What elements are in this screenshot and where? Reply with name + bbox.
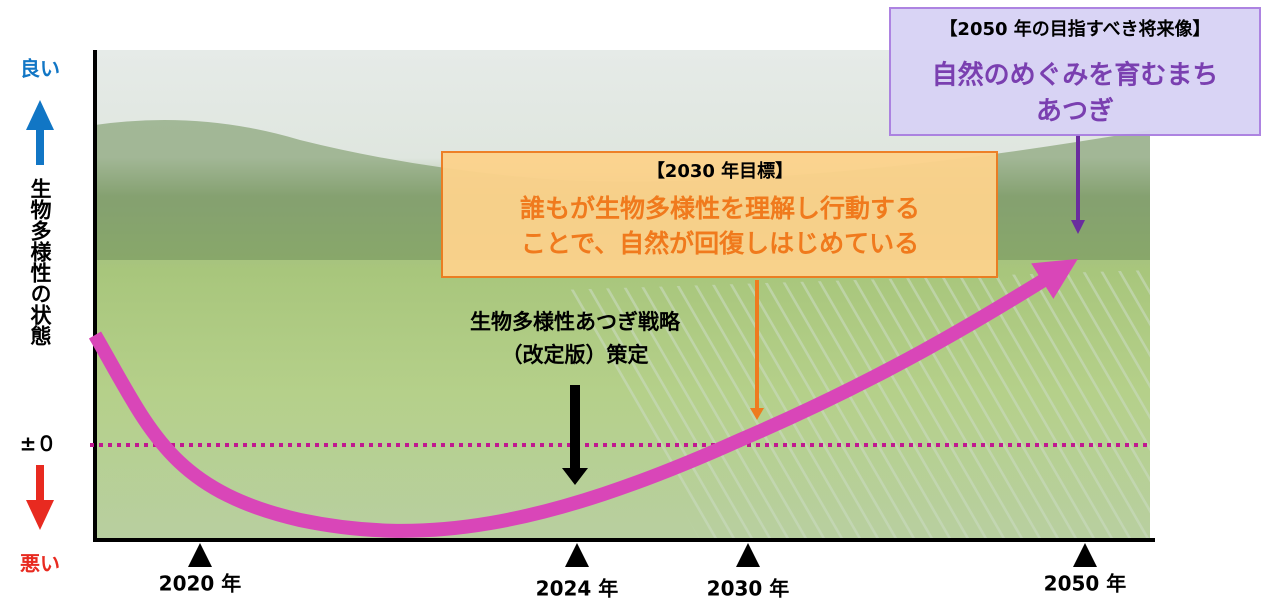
x-tick-label: 2050 年	[1044, 572, 1127, 596]
goal-text: ことで、自然が回復しはじめている	[521, 229, 919, 258]
trend-arrow	[88, 258, 1078, 538]
vision-header: 【2050 年の目指すべき将来像】	[939, 18, 1210, 40]
up-arrow	[26, 100, 54, 165]
x-tick-marker	[736, 543, 760, 567]
bad-label: 悪い	[20, 552, 60, 576]
vision-box	[889, 7, 1261, 136]
x-tick-marker	[565, 543, 589, 567]
x-tick-marker	[1073, 543, 1097, 567]
down-arrow	[26, 465, 54, 530]
goal-box	[441, 151, 998, 278]
x-tick-label: 2020 年	[159, 572, 242, 596]
vision-arrowhead	[1071, 220, 1085, 234]
good-label: 良い	[20, 57, 60, 81]
y-axis-label: 生物多様性の状態	[28, 177, 52, 346]
x-tick-label: 2030 年	[707, 577, 790, 601]
strategy-arrowhead	[562, 468, 588, 485]
vision-text: 自然のめぐみを育むまち	[932, 60, 1219, 91]
x-tick-marker	[188, 543, 212, 567]
goal-text: 誰もが生物多様性を理解し行動する	[520, 194, 920, 223]
field-rows	[560, 270, 1150, 540]
x-tick-label: 2024 年	[536, 577, 619, 601]
vision-text: あつぎ	[1036, 97, 1114, 127]
goal-header: 【2030 年目標】	[647, 160, 793, 182]
strategy-text: 生物多様性あつぎ戦略	[470, 310, 681, 334]
strategy-text: （改定版）策定	[502, 343, 649, 367]
zero-label: ±０	[20, 432, 57, 456]
goal-arrowhead	[750, 408, 764, 420]
